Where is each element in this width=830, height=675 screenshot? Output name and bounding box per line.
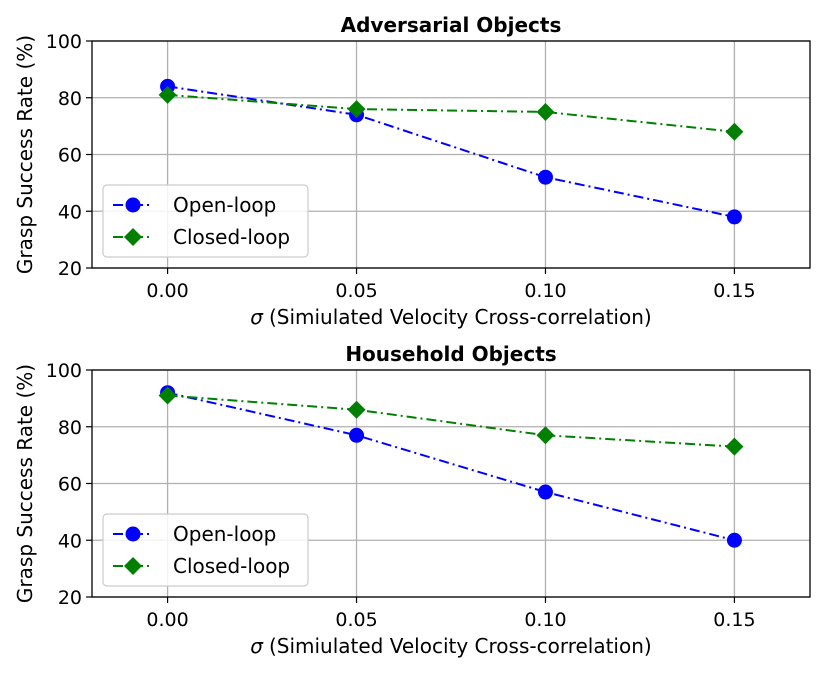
- legend-label-closed-loop: Closed-loop: [173, 554, 290, 578]
- y-tick-label: 40: [58, 201, 82, 223]
- y-tick-label: 60: [58, 145, 82, 167]
- x-tick-label: 0.15: [713, 280, 755, 302]
- data-point-open-loop: [349, 427, 365, 443]
- data-point-closed-loop: [725, 437, 744, 456]
- series-line-closed-loop: [167, 93, 735, 133]
- x-axis-symbol: σ: [250, 305, 264, 329]
- x-axis-label-text: (Simiulated Velocity Cross-correlation): [269, 634, 652, 658]
- x-axis-symbol: σ: [250, 634, 264, 658]
- data-point-closed-loop: [347, 400, 366, 419]
- legend-label-closed-loop: Closed-loop: [173, 225, 290, 249]
- x-tick-label: 0.15: [713, 609, 755, 631]
- x-axis-label: σ (Simiulated Velocity Cross-correlation): [250, 634, 651, 658]
- data-point-closed-loop: [725, 122, 744, 141]
- y-tick-label: 40: [58, 530, 82, 552]
- legend-label-open-loop: Open-loop: [173, 193, 276, 217]
- legend-marker-closed-loop: [124, 228, 142, 246]
- plot-frame: [91, 40, 811, 269]
- chart-title: Household Objects: [345, 342, 556, 366]
- chart-title: Adversarial Objects: [341, 13, 562, 37]
- y-tick-label: 20: [58, 258, 82, 280]
- series-line-open-loop: [167, 391, 735, 542]
- plot-frame: [91, 369, 811, 598]
- chart-panel-2: 0.00 0.05 0.10 0.15 20 40 60 80 100 Household Obj…: [13, 342, 811, 658]
- x-tick-label: 0.00: [146, 609, 188, 631]
- data-point-closed-loop: [347, 100, 366, 119]
- legend-label-open-loop: Open-loop: [173, 522, 276, 546]
- data-point-open-loop: [537, 484, 553, 500]
- x-axis-label: σ (Simiulated Velocity Cross-correlation): [250, 305, 651, 329]
- y-tick-label: 80: [58, 88, 82, 110]
- y-tick-label: 80: [58, 417, 82, 439]
- legend-marker-open-loop: [125, 526, 141, 542]
- y-tick-label: 100: [46, 31, 82, 53]
- chart-panel-1: 0.00 0.05 0.10 0.15 20 40 60 80 100 Adversarial O…: [13, 13, 811, 329]
- series-line-open-loop: [167, 85, 735, 218]
- data-point-closed-loop: [158, 85, 177, 104]
- x-axis-label-text: (Simiulated Velocity Cross-correlation): [269, 305, 652, 329]
- y-tick-label: 100: [46, 360, 82, 382]
- legend-box: [102, 513, 309, 587]
- x-tick-label: 0.05: [335, 609, 377, 631]
- y-tick-label: 20: [58, 587, 82, 609]
- data-point-closed-loop: [536, 102, 555, 121]
- x-tick-label: 0.05: [335, 280, 377, 302]
- data-point-closed-loop: [158, 386, 177, 405]
- legend-marker-closed-loop: [124, 557, 142, 575]
- x-tick-label: 0.10: [524, 280, 566, 302]
- legend-marker-open-loop: [125, 197, 141, 213]
- legend-box: [102, 184, 309, 258]
- data-point-open-loop: [537, 169, 553, 185]
- legend: Open-loop Closed-loop: [102, 184, 309, 258]
- y-axis-label: Grasp Success Rate (%): [13, 364, 37, 603]
- x-tick-label: 0.10: [524, 609, 566, 631]
- y-axis-label: Grasp Success Rate (%): [13, 35, 37, 274]
- data-point-open-loop: [726, 209, 742, 225]
- data-point-open-loop: [726, 532, 742, 548]
- x-tick-label: 0.00: [146, 280, 188, 302]
- legend: Open-loop Closed-loop: [102, 513, 309, 587]
- series-line-closed-loop: [167, 394, 735, 448]
- y-tick-label: 60: [58, 474, 82, 496]
- data-point-closed-loop: [536, 426, 555, 445]
